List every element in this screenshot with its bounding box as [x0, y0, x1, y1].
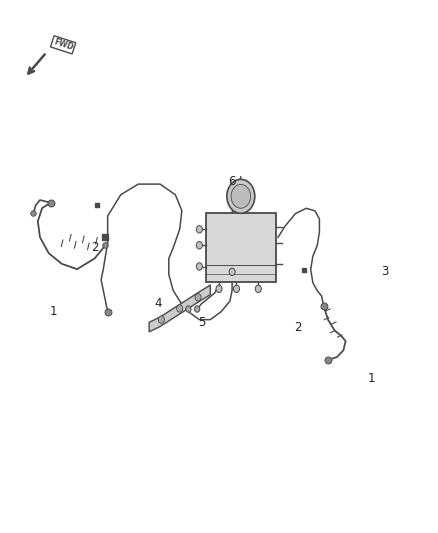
- Circle shape: [196, 225, 202, 233]
- Circle shape: [186, 306, 191, 312]
- Text: 1: 1: [49, 305, 57, 318]
- Circle shape: [233, 285, 240, 293]
- Text: 2: 2: [294, 321, 301, 334]
- Circle shape: [235, 189, 247, 203]
- Text: 4: 4: [154, 297, 162, 310]
- Text: 3: 3: [381, 265, 389, 278]
- Circle shape: [196, 241, 202, 249]
- Circle shape: [195, 294, 201, 301]
- Circle shape: [194, 306, 200, 312]
- Circle shape: [227, 179, 255, 213]
- Text: FWD: FWD: [52, 37, 74, 52]
- Circle shape: [158, 316, 164, 324]
- FancyBboxPatch shape: [206, 213, 276, 282]
- Circle shape: [177, 305, 183, 312]
- Text: 6: 6: [228, 175, 236, 188]
- Polygon shape: [149, 285, 210, 332]
- Text: 2: 2: [91, 241, 98, 254]
- Circle shape: [229, 268, 235, 276]
- Circle shape: [196, 263, 202, 270]
- Circle shape: [216, 285, 222, 293]
- Text: 1: 1: [368, 372, 375, 385]
- Text: 5: 5: [198, 316, 205, 329]
- Circle shape: [255, 285, 261, 293]
- Circle shape: [231, 184, 251, 208]
